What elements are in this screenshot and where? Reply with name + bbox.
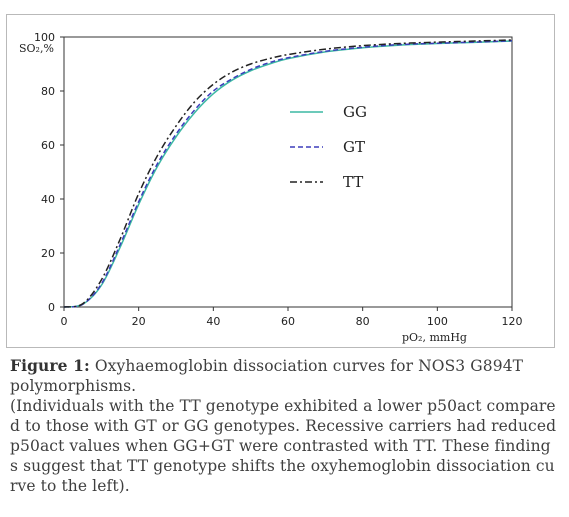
x-tick-label: 20	[132, 315, 146, 328]
x-tick-label: 80	[356, 315, 370, 328]
figure-label: Figure 1:	[10, 356, 90, 375]
y-axis-label: SO₂,%	[19, 42, 54, 55]
y-tick-label: 0	[48, 301, 55, 314]
caption-title: Figure 1: Oxyhaemoglobin dissociation cu…	[10, 356, 558, 396]
legend-label-gg: GG	[343, 103, 367, 121]
caption-note: (Individuals with the TT genotype exhibi…	[10, 397, 557, 495]
x-tick-label: 0	[61, 315, 68, 328]
x-tick-label: 120	[502, 315, 523, 328]
y-tick-label: 100	[34, 31, 55, 44]
legend-label-tt: TT	[343, 173, 363, 191]
caption-title-text: Oxyhaemoglobin dissociation curves for N…	[10, 357, 524, 395]
y-tick-label: 40	[41, 193, 55, 206]
chart-frame: 0 20 40 60 80 100 120 0 20 40 60 80 100 SO₂,% pO₂, mmH…	[6, 14, 555, 348]
x-tick-label: 60	[281, 315, 295, 328]
series-line-gt	[63, 40, 513, 308]
x-axis-label: pO₂, mmHg	[402, 331, 467, 344]
y-tick-label: 60	[41, 139, 55, 152]
series-line-gg	[63, 40, 513, 308]
series-line-tt	[63, 39, 513, 308]
plot-area	[63, 36, 513, 308]
legend-label-gt: GT	[343, 138, 365, 156]
y-tick-label: 20	[41, 247, 55, 260]
y-tick-label: 80	[41, 85, 55, 98]
x-tick-label: 100	[427, 315, 448, 328]
figure-caption: Figure 1: Oxyhaemoglobin dissociation cu…	[10, 356, 558, 496]
x-tick-label: 40	[206, 315, 220, 328]
